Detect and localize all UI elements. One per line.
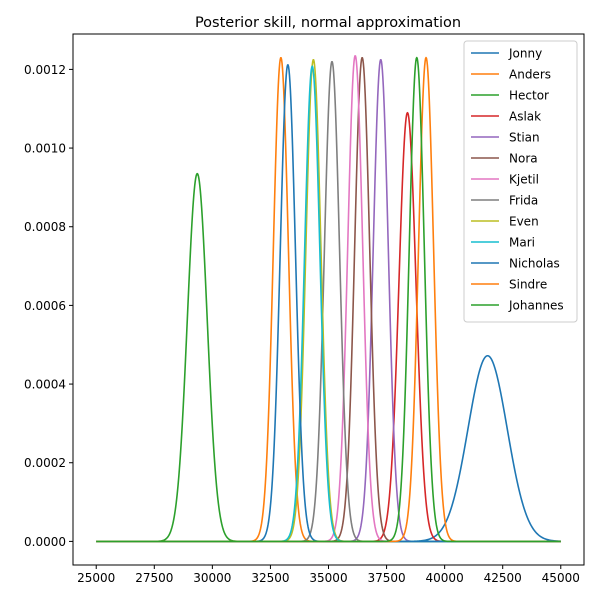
legend-label: Stian [509,131,540,145]
x-tick-label: 27500 [135,571,173,585]
legend-label: Hector [509,89,549,103]
x-tick-label: 40000 [426,571,464,585]
legend-label: Anders [509,68,551,82]
x-tick-label: 37500 [367,571,405,585]
x-tick-label: 25000 [77,571,115,585]
series-layer [95,55,562,543]
x-tick-label: 32500 [251,571,289,585]
legend-label: Frida [509,194,538,208]
legend-label: Nora [509,152,538,166]
legend: Jonny Anders Hector Aslak Stian Nora Kjetil Fri… [463,40,578,323]
x-tick-label: 30000 [193,571,231,585]
x-axis: 25000 27500 30000 32500 35000 37500 40000 42500… [77,565,580,585]
legend-label: Mari [509,236,535,250]
legend-label: Jonny [508,47,542,61]
legend-label: Aslak [509,110,541,124]
y-axis: 0.0000 0.0002 0.0004 0.0006 0.0008 0.0010 0.00… [24,63,73,549]
y-tick-label: 0.0000 [24,535,66,549]
y-tick-label: 0.0002 [24,456,66,470]
legend-box [463,40,578,323]
chart-title: Posterior skill, normal approximation [195,15,461,31]
y-tick-label: 0.0004 [24,378,66,392]
y-tick-label: 0.0006 [24,299,66,313]
legend-label: Even [509,215,539,229]
x-tick-label: 45000 [542,571,580,585]
series-line-johannes [95,56,562,543]
legend-label: Kjetil [509,173,539,187]
x-tick-label: 35000 [309,571,347,585]
y-tick-label: 0.0008 [24,220,66,234]
legend-label: Johannes [508,299,564,313]
y-tick-label: 0.0012 [24,63,66,77]
x-tick-label: 42500 [484,571,522,585]
y-tick-label: 0.0010 [24,142,66,156]
legend-label: Nicholas [509,257,560,271]
legend-label: Sindre [509,278,547,292]
